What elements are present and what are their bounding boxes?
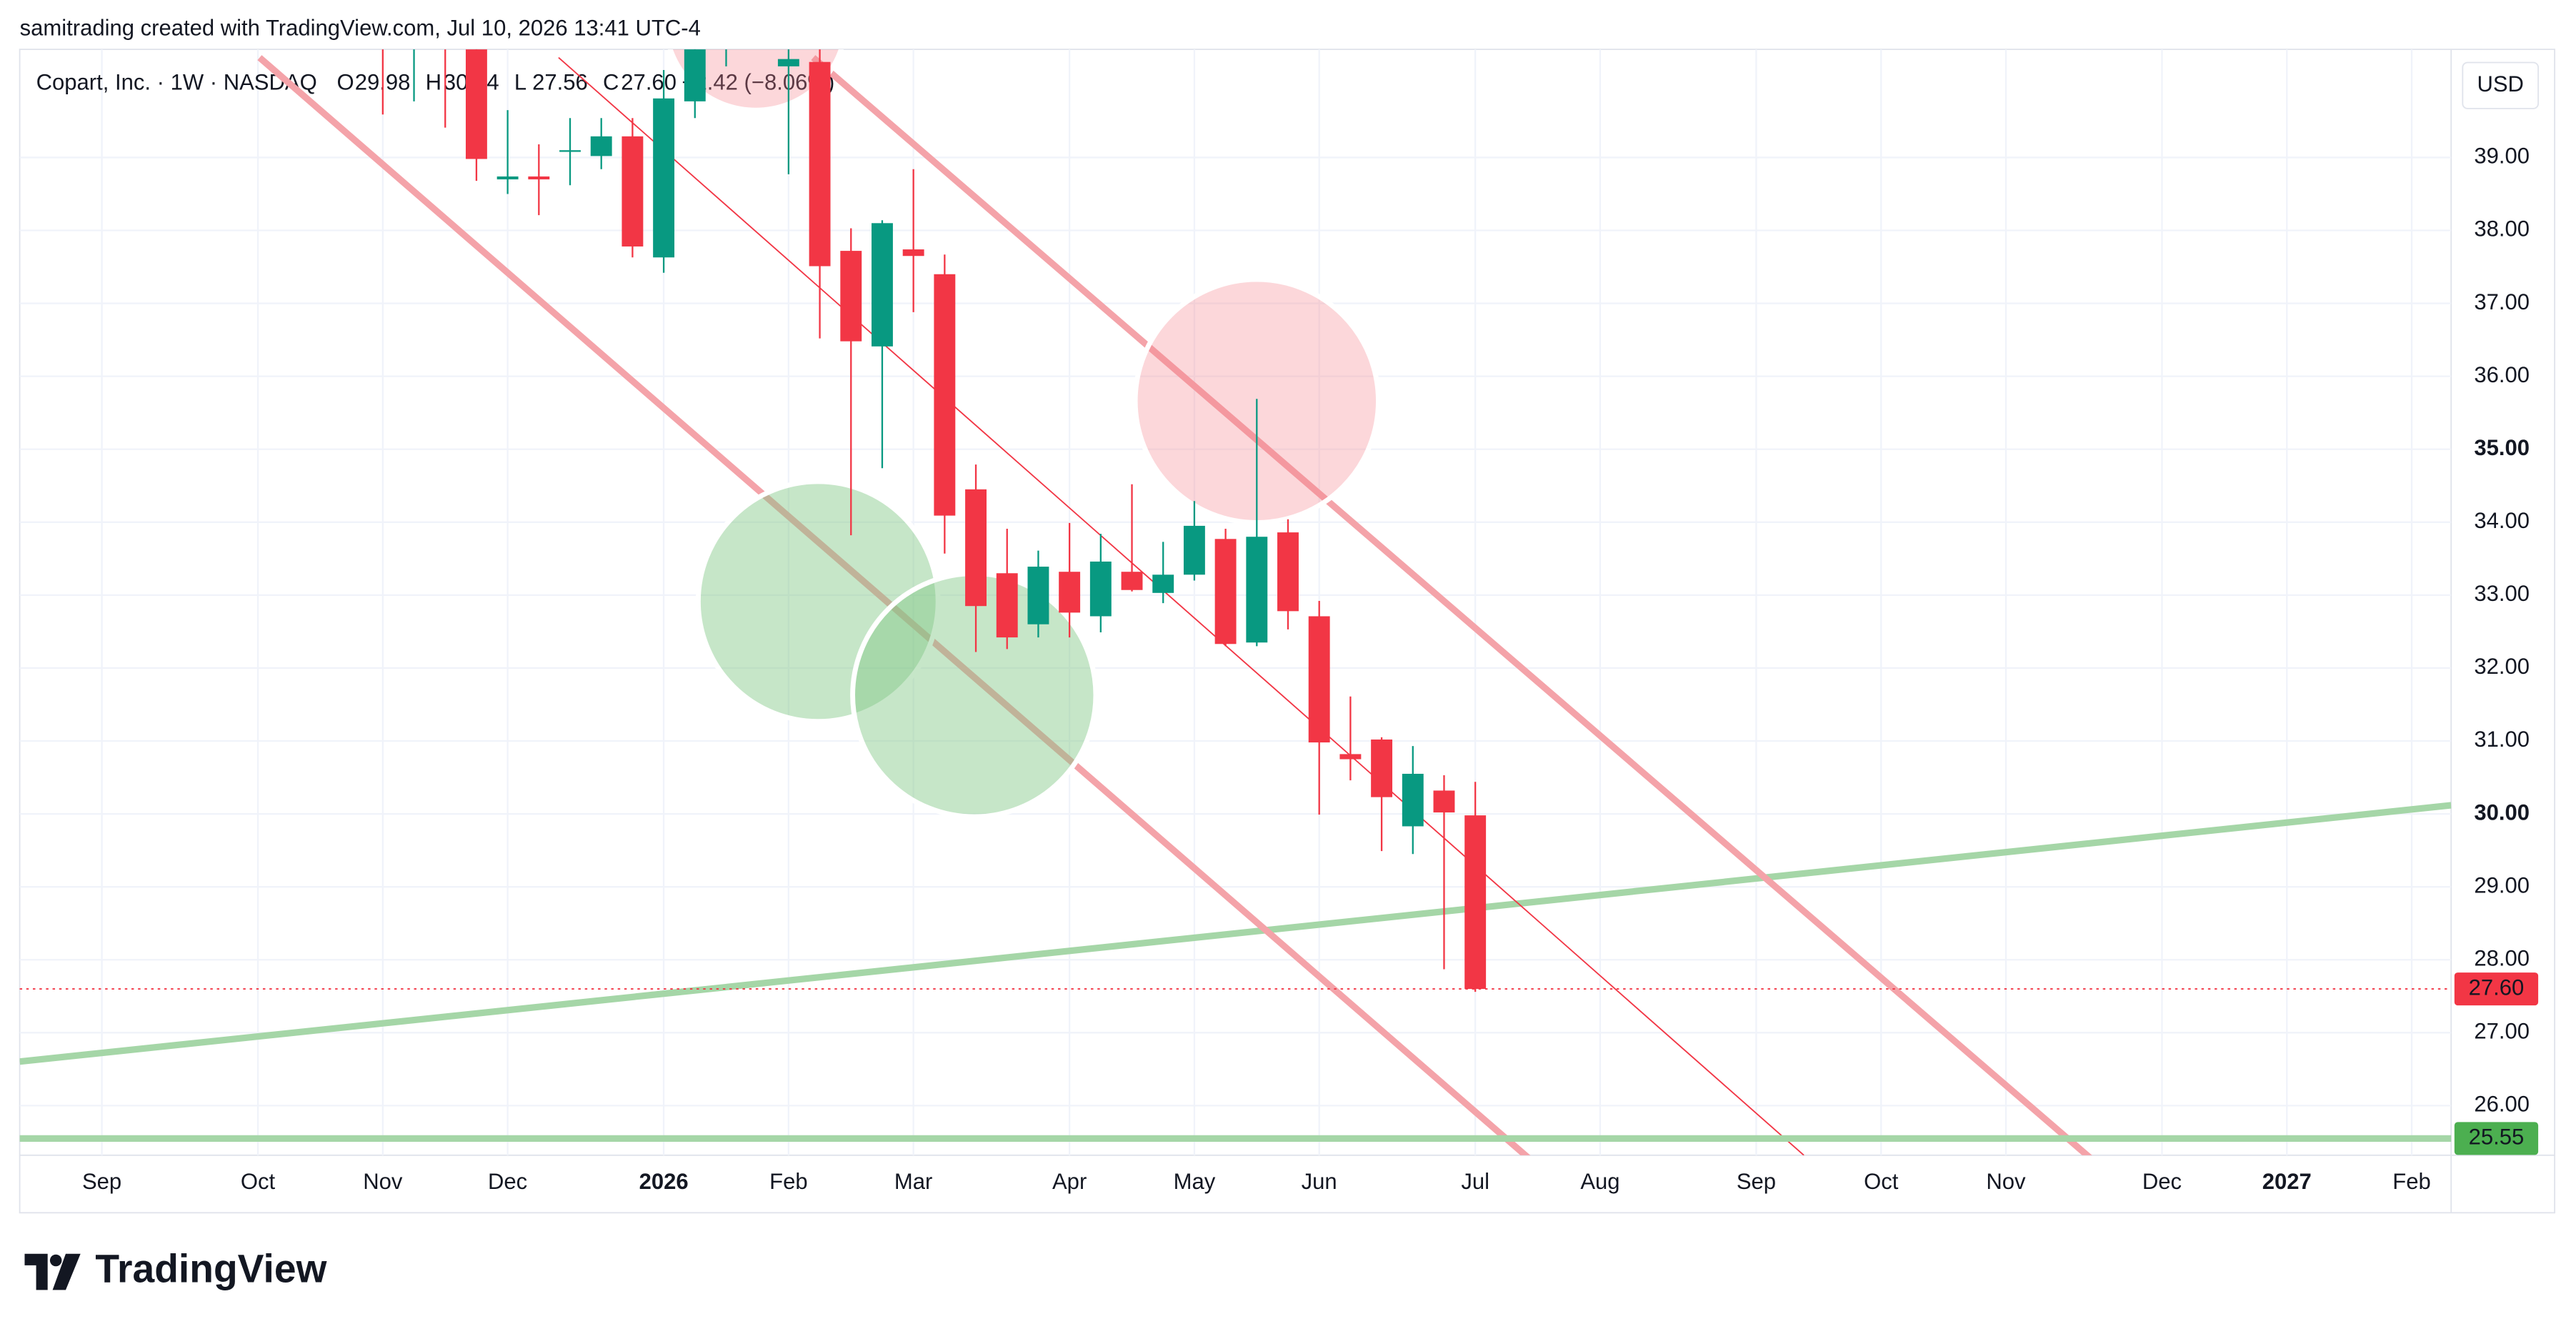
legend-value: 27.60: [621, 70, 677, 95]
candle-body: [1464, 815, 1487, 990]
x-tick-label: Aug: [1580, 1169, 1619, 1194]
candle-body: [747, 0, 768, 11]
circle-shape: [695, 479, 941, 725]
brand-logo: TradingView: [24, 1247, 328, 1291]
candle-body: [777, 59, 799, 66]
x-tick-label: Apr: [1052, 1169, 1087, 1194]
y-tick-label: 36.00: [2474, 362, 2530, 387]
candle-body: [996, 573, 1018, 638]
y-tick-label: 31.00: [2474, 727, 2530, 752]
y-tick-label: 37.00: [2474, 289, 2530, 314]
candle-body: [1152, 574, 1174, 593]
candle-body: [872, 223, 893, 347]
candle-body: [621, 136, 644, 247]
legend-key: C: [603, 70, 619, 95]
currency-button[interactable]: [2462, 61, 2540, 109]
watermark: samitrading created with TradingView.com…: [20, 16, 701, 41]
x-tick-label: Oct: [1864, 1169, 1899, 1194]
x-tick-label: Dec: [488, 1169, 527, 1194]
candle-body: [1214, 539, 1237, 644]
candle-body: [1277, 532, 1299, 612]
y-tick-label: 39.00: [2474, 144, 2530, 169]
candle-body: [1371, 739, 1393, 797]
candle-body: [1059, 572, 1081, 613]
candle-body: [465, 49, 487, 159]
x-tick-label: Jun: [1302, 1169, 1337, 1194]
x-tick-label: Mar: [894, 1169, 932, 1194]
y-tick-label: 30.00: [2474, 800, 2530, 825]
y-tick-label: 32.00: [2474, 654, 2530, 679]
x-tick-label: Feb: [769, 1169, 807, 1194]
channel-line: [811, 55, 2092, 1155]
brand-name: TradingView: [95, 1247, 327, 1291]
x-tick-label: May: [1174, 1169, 1216, 1194]
logo-mark: [49, 1254, 62, 1267]
y-tick-label: 38.00: [2474, 216, 2530, 242]
x-tick-label: Sep: [82, 1169, 121, 1194]
legend-key: L: [514, 70, 526, 95]
y-tick-label: 27.00: [2474, 1019, 2530, 1044]
candle-body: [1246, 537, 1268, 643]
candle-body: [716, 0, 737, 19]
candle-body: [1339, 754, 1362, 760]
legend-key: O: [336, 70, 354, 95]
candle-body: [840, 251, 862, 342]
axes: 26.00 27.00 28.00 29.00 30.00 31.00 32.00 33.00…: [82, 144, 2539, 1194]
candle-body: [496, 176, 519, 180]
candle-body: [1089, 561, 1112, 617]
x-tick-label: Oct: [241, 1169, 276, 1194]
candle-body: [1121, 572, 1143, 590]
price-label-box: [2454, 1122, 2539, 1155]
grid: [19, 49, 2452, 1155]
x-tick-label: Feb: [2392, 1169, 2430, 1194]
candle-body: [965, 489, 987, 607]
channel-line: [257, 55, 1531, 1155]
price-label: 25.55: [2469, 1125, 2525, 1150]
symbol-name: Copart, Inc. · 1W · NASDAQ: [36, 70, 317, 95]
y-tick-label: 26.00: [2474, 1092, 2530, 1117]
trend-line: [19, 802, 2452, 1065]
candles: [381, 0, 1487, 992]
candle-body: [934, 274, 956, 516]
candle-body: [1027, 567, 1049, 624]
logo-mark: [52, 1253, 81, 1290]
y-tick-label: 28.00: [2474, 945, 2530, 970]
x-tick-label: Jul: [1461, 1169, 1489, 1194]
y-tick-label: 33.00: [2474, 581, 2530, 606]
legend-value: 27.56: [532, 70, 588, 95]
price-label-box: [2454, 972, 2539, 1006]
candle-body: [1308, 616, 1330, 743]
levels: [19, 988, 2452, 1142]
candle-body: [1433, 790, 1455, 813]
x-tick-label: Sep: [1737, 1169, 1776, 1194]
x-tick-label: 2026: [639, 1169, 689, 1194]
chart-frame: [19, 49, 2556, 1214]
legend-key: H: [426, 70, 441, 95]
y-tick-label: 29.00: [2474, 872, 2530, 897]
candle-body: [809, 61, 831, 267]
candle-body: [902, 249, 924, 257]
candle-body: [1402, 773, 1424, 827]
logo-mark: [24, 1253, 48, 1290]
price-label: 27.60: [2469, 975, 2525, 1000]
candle-body: [528, 176, 550, 180]
x-tick-label: Dec: [2142, 1169, 2182, 1194]
channel-mid-line: [558, 56, 1804, 1155]
x-tick-label: Nov: [363, 1169, 403, 1194]
currency[interactable]: USD: [2477, 71, 2524, 96]
x-tick-label: 2027: [2262, 1169, 2312, 1194]
x-tick-label: Nov: [1986, 1169, 2026, 1194]
y-tick-label: 35.00: [2474, 435, 2530, 460]
candle-body: [1183, 525, 1205, 575]
candle-body: [653, 98, 675, 258]
candle-body: [559, 150, 581, 152]
y-tick-label: 34.00: [2474, 508, 2530, 533]
candle-body: [590, 136, 612, 156]
candle-body: [684, 49, 706, 101]
